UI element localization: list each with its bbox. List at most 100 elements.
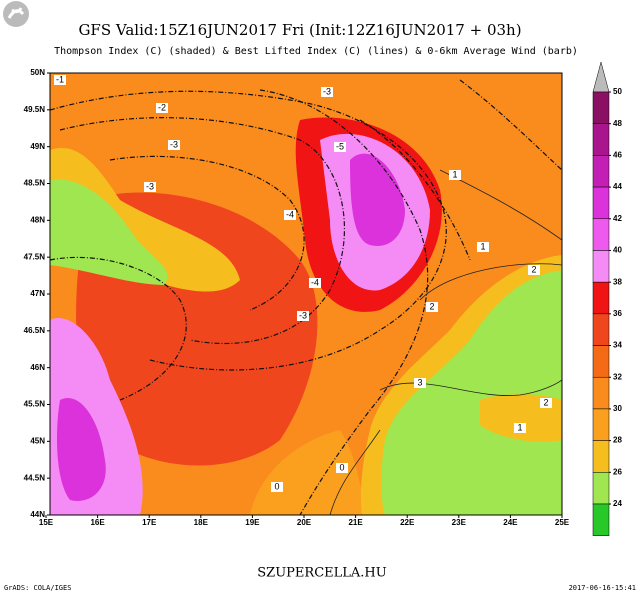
lat-label: 45.5N: [24, 400, 46, 409]
contour-label: -3: [146, 181, 154, 191]
contour-label: -4: [286, 209, 294, 219]
lat-label: 48.5N: [24, 179, 46, 188]
contour-label: -3: [299, 310, 307, 320]
lat-label: 49N: [30, 142, 45, 151]
colorbar-label: 30: [613, 404, 622, 413]
lon-label: 15E: [39, 518, 54, 527]
colorbar-segment: [592, 218, 610, 251]
contour-label: -4: [311, 277, 319, 287]
lon-label: 24E: [503, 518, 518, 527]
colorbar-segment: [592, 91, 610, 124]
contour-label-box: [284, 210, 296, 220]
title: GFS Valid:15Z16JUN2017 Fri (Init:12Z16JU…: [78, 21, 521, 39]
colorbar-segment: [592, 186, 610, 220]
lon-label: 22E: [400, 518, 415, 527]
lon-label: 23E: [452, 518, 467, 527]
contour-label-box: [144, 182, 156, 192]
lat-label: 44.5N: [24, 473, 46, 482]
contour-label: 1: [517, 422, 522, 432]
colorbar-label: 34: [613, 341, 622, 350]
lon-label: 16E: [90, 518, 105, 527]
colorbar-label: 28: [613, 436, 622, 445]
contour-label-box: [449, 170, 461, 180]
contour-label: -3: [323, 86, 331, 96]
colorbar-label: 24: [613, 499, 622, 508]
lon-label: 25E: [555, 518, 570, 527]
contour-label-box: [477, 242, 489, 252]
contour-label-box: [414, 378, 426, 388]
lat-label: 46.5N: [24, 326, 46, 335]
shade-region: [250, 430, 370, 515]
contour-label: 1: [452, 169, 457, 179]
contour-label: 2: [429, 301, 434, 311]
lat-label: 49.5N: [24, 105, 46, 114]
contour-label-box: [297, 311, 309, 321]
contour-label-box: [334, 142, 346, 152]
contour-label-box: [54, 75, 66, 85]
colorbar-label: 40: [613, 246, 622, 255]
lat-label: 46N: [30, 363, 45, 372]
contour-label: 0: [339, 462, 344, 472]
contour-label-box: [271, 482, 283, 492]
contours: [50, 79, 562, 515]
colorbar: 50 48 46 44 42 40 38 36 34 32 30 28 26 24: [592, 61, 622, 536]
colorbar-segment: [592, 155, 610, 188]
contour-label: 2: [531, 264, 536, 274]
colorbar-label: 42: [613, 214, 622, 223]
contour-label: 0: [274, 481, 279, 491]
shade-region: [57, 398, 106, 501]
lat-label: 44N: [30, 510, 45, 519]
lon-label: 20E: [297, 518, 312, 527]
contour-label-box: [336, 463, 348, 473]
lat-label: 45N: [30, 436, 45, 445]
colorbar-top: [592, 61, 610, 93]
contour-label-box: [514, 423, 526, 433]
logo: [3, 1, 29, 27]
colorbar-segment: [592, 472, 610, 505]
colorbar-segment: [592, 345, 610, 378]
colorbar-label: 32: [613, 372, 622, 381]
lon-label: 19E: [245, 518, 260, 527]
contour-label: 2: [543, 397, 548, 407]
colorbar-segment: [592, 376, 610, 410]
shade-region: [50, 179, 168, 285]
lat-label: 48N: [30, 215, 45, 224]
contour-label: -1: [56, 74, 64, 84]
colorbar-segment: [592, 281, 610, 315]
site-label: SZUPERCELLA.HU: [257, 566, 386, 581]
contour-label: 1: [480, 241, 485, 251]
lat-label: 50N: [30, 68, 45, 77]
colorbar-segment: [592, 408, 610, 441]
contour-label-box: [528, 265, 540, 275]
colorbar-label: 36: [613, 309, 622, 318]
lon-label: 21E: [348, 518, 363, 527]
contour-label: 3: [417, 377, 422, 387]
software-credit: GrADS: COLA/IGES: [4, 584, 71, 592]
subtitle: Thompson Index (C) (shaded) & Best Lifte…: [54, 46, 578, 57]
lon-label: 17E: [142, 518, 157, 527]
colorbar-segment: [592, 503, 610, 536]
colorbar-segment: [592, 250, 610, 283]
colorbar-label: 48: [613, 119, 622, 128]
contour-label-box: [426, 302, 438, 312]
colorbar-segment: [592, 123, 610, 156]
lon-label: 18E: [194, 518, 209, 527]
colorbar-label: 38: [613, 277, 622, 286]
colorbar-segment: [592, 313, 610, 346]
contour-label-box: [540, 398, 552, 408]
lat-label: 47N: [30, 289, 45, 298]
shading: [50, 73, 562, 515]
shade-region: [381, 270, 562, 515]
contour-label-box: [168, 140, 180, 150]
contour-label: -5: [336, 141, 344, 151]
contour-label-box: [309, 278, 321, 288]
colorbar-label: 44: [613, 182, 622, 191]
timestamp: 2017-06-16-15:41: [569, 584, 636, 592]
axes: 50N 49.5N 49N 48.5N 48N 47.5N 47N 46.5N 46N 45.5N…: [24, 68, 570, 527]
colorbar-segment: [592, 440, 610, 473]
contour-label-box: [321, 87, 333, 97]
contour-label-box: [156, 103, 168, 113]
contour-label: -3: [170, 139, 178, 149]
